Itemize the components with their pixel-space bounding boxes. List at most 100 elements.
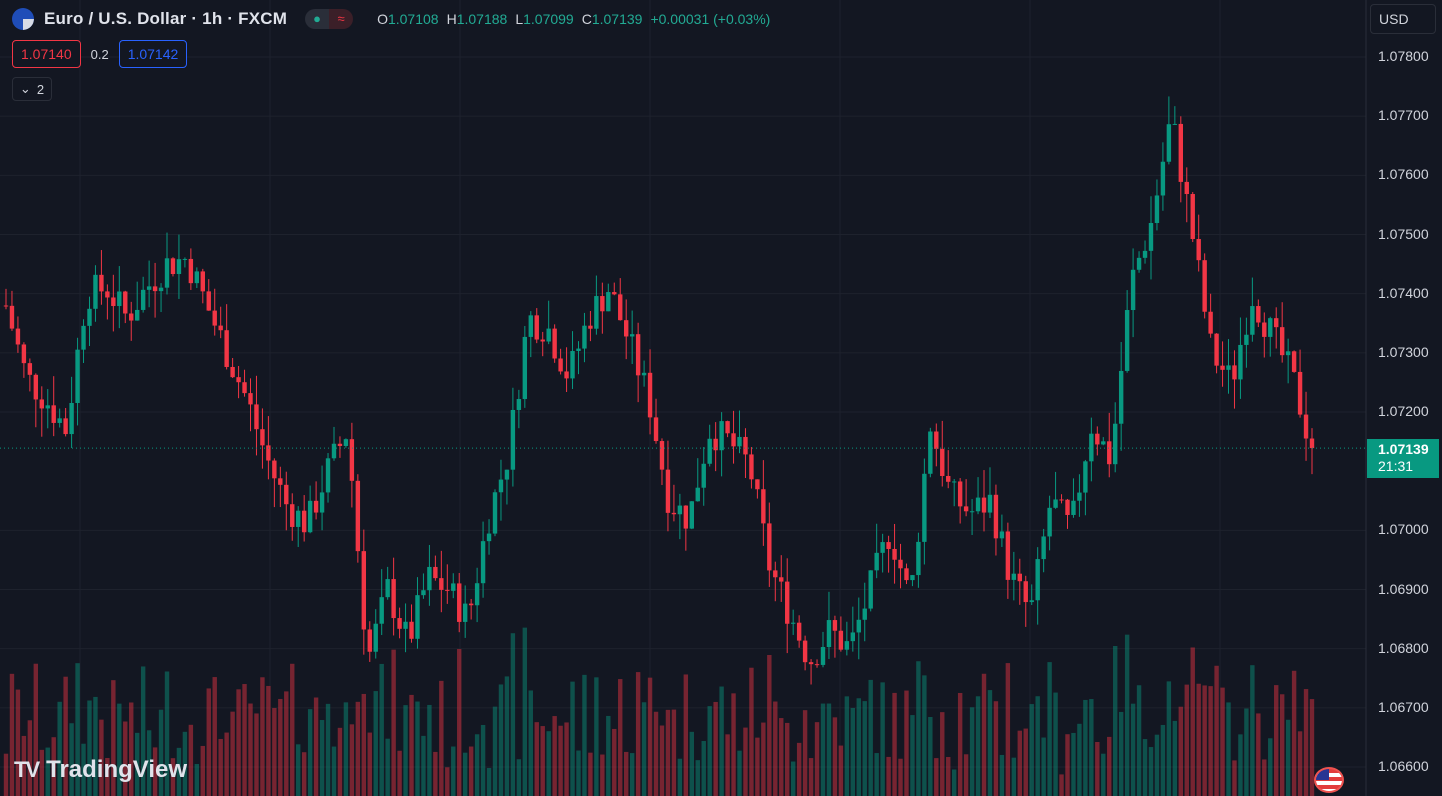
candle-body bbox=[1226, 365, 1231, 370]
symbol-title[interactable]: Euro / U.S. Dollar · 1h · FXCM bbox=[44, 9, 288, 28]
currency-label: USD bbox=[1379, 11, 1409, 27]
volume-bar bbox=[767, 654, 772, 796]
volume-bar bbox=[576, 750, 581, 796]
volume-bar bbox=[701, 741, 706, 796]
volume-bar bbox=[248, 703, 253, 796]
volume-bar bbox=[719, 686, 724, 796]
volume-bar bbox=[1214, 665, 1219, 796]
candle-body bbox=[1297, 371, 1303, 415]
candle-body bbox=[343, 439, 349, 446]
candle-body bbox=[761, 489, 766, 524]
ohlc-readout: O1.07108 H1.07188 L1.07099 C1.07139 +0.0… bbox=[377, 11, 770, 27]
sell-button[interactable]: 1.07140 bbox=[12, 40, 81, 68]
volume-bar bbox=[1160, 724, 1166, 796]
candle-body bbox=[385, 579, 390, 598]
candle-body bbox=[397, 618, 402, 629]
volume-bar bbox=[910, 715, 915, 796]
volume-bar bbox=[1118, 711, 1124, 796]
candle-body bbox=[27, 363, 33, 375]
candle-body bbox=[1101, 441, 1106, 445]
indicators-toggle-button[interactable]: ⌄ 2 bbox=[12, 77, 52, 101]
candle-body bbox=[1017, 573, 1022, 582]
volume-bar bbox=[528, 690, 533, 796]
volume-bar bbox=[659, 725, 665, 796]
trade-buttons: 1.07140 0.2 1.07142 bbox=[12, 40, 188, 68]
market-status[interactable]: ● ≈ bbox=[305, 9, 354, 29]
volume-bar bbox=[337, 727, 343, 796]
tradingview-logo[interactable]: TV TradingView bbox=[14, 756, 187, 784]
volume-bar bbox=[916, 661, 921, 796]
price-tick-label: 1.07800 bbox=[1378, 48, 1429, 64]
candle-body bbox=[421, 590, 426, 596]
volume-bar bbox=[1291, 670, 1297, 796]
volume-bar bbox=[325, 703, 331, 796]
candle-body bbox=[146, 286, 152, 290]
last-price-tag: 1.07139 21:31 bbox=[1367, 439, 1439, 478]
candle-body bbox=[1190, 194, 1195, 240]
volume-bar bbox=[75, 663, 80, 796]
volume-bar bbox=[224, 732, 229, 796]
volume-bar bbox=[546, 731, 551, 796]
volume-bar bbox=[552, 716, 557, 796]
volume-bar bbox=[999, 754, 1005, 796]
volume-bar bbox=[176, 747, 182, 796]
candle-body bbox=[81, 325, 86, 350]
volume-bar bbox=[3, 753, 9, 796]
volume-bar bbox=[117, 703, 122, 796]
volume-bar bbox=[1196, 683, 1201, 796]
candle-body bbox=[200, 271, 205, 292]
volume-bar bbox=[182, 731, 188, 796]
volume-bar bbox=[1178, 706, 1184, 796]
symbol-legend: Euro / U.S. Dollar · 1h · FXCM ● ≈ O1.07… bbox=[12, 8, 770, 30]
candle-body bbox=[749, 454, 754, 480]
volume-bar bbox=[612, 728, 617, 796]
volume-bar bbox=[1017, 730, 1022, 796]
candle-body bbox=[152, 286, 158, 292]
volume-bar bbox=[63, 676, 68, 796]
volume-bar bbox=[284, 691, 289, 796]
volume-bar bbox=[87, 700, 92, 796]
candle-body bbox=[409, 621, 414, 639]
candle-body bbox=[170, 258, 176, 275]
high-value: 1.07188 bbox=[456, 11, 508, 27]
candle-body bbox=[290, 504, 295, 527]
volume-bar bbox=[236, 689, 241, 796]
volume-bar bbox=[301, 752, 307, 796]
volume-bar bbox=[796, 742, 802, 796]
volume-bar bbox=[898, 758, 903, 796]
currency-selector[interactable]: USD bbox=[1370, 4, 1436, 34]
candle-body bbox=[158, 287, 164, 292]
volume-bar bbox=[969, 707, 975, 796]
candle-body bbox=[1309, 438, 1315, 449]
volume-bar bbox=[51, 737, 56, 796]
candle-body bbox=[606, 292, 611, 312]
volume-bar bbox=[588, 752, 593, 796]
candle-body bbox=[1232, 365, 1237, 380]
volume-bar bbox=[1124, 634, 1130, 796]
volume-bar bbox=[522, 627, 528, 796]
volume-bar bbox=[403, 705, 408, 796]
candle-body bbox=[731, 433, 736, 447]
candle-body bbox=[665, 469, 671, 513]
candle-body bbox=[188, 258, 194, 284]
volume-bar bbox=[260, 677, 265, 796]
candle-body bbox=[9, 305, 15, 329]
candle-body bbox=[480, 541, 486, 584]
candle-body bbox=[707, 438, 712, 464]
volume-bar bbox=[713, 701, 718, 796]
candle-body bbox=[618, 294, 623, 321]
us-flag-icon[interactable] bbox=[1314, 767, 1344, 793]
candle-body bbox=[969, 511, 975, 513]
volume-bar bbox=[391, 649, 396, 796]
buy-button[interactable]: 1.07142 bbox=[118, 40, 188, 68]
candle-body bbox=[457, 583, 462, 622]
candle-body bbox=[725, 421, 730, 434]
candle-body bbox=[236, 377, 241, 383]
volume-bar bbox=[1244, 708, 1249, 796]
volume-bar bbox=[206, 688, 211, 796]
candle-body bbox=[785, 581, 790, 624]
volume-bar bbox=[373, 691, 378, 796]
candle-body bbox=[755, 479, 760, 490]
